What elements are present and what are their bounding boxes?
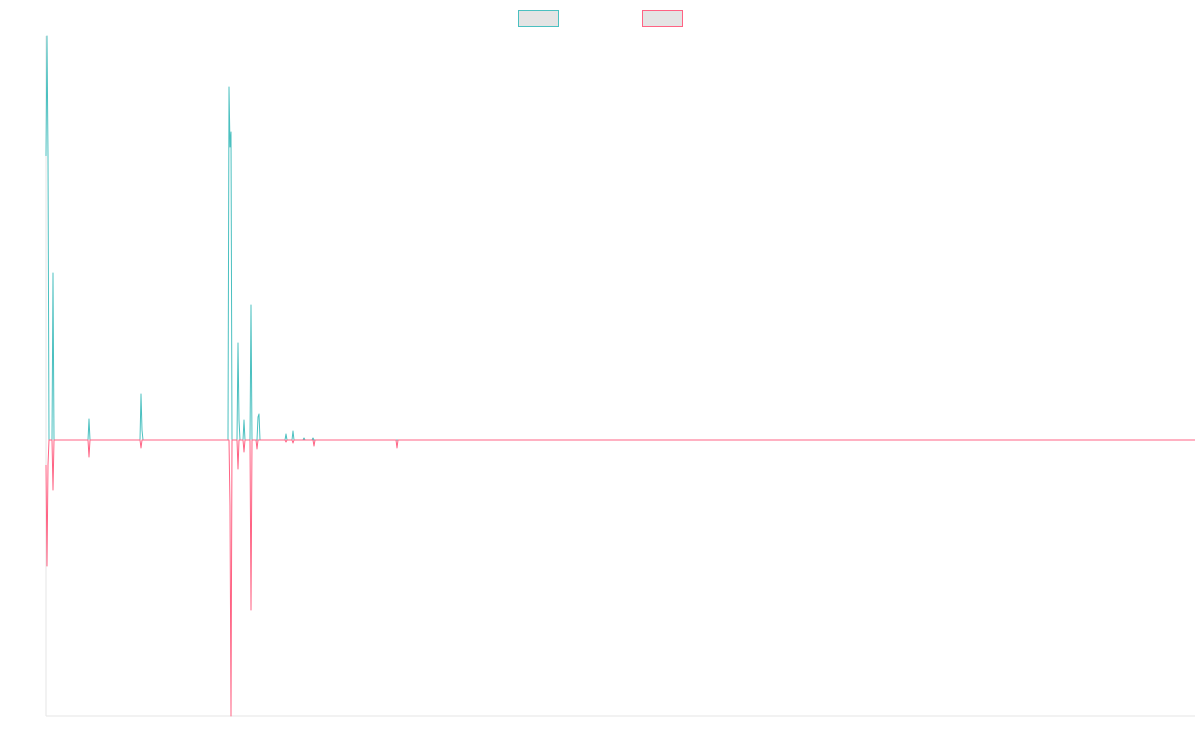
legend-swatch-1[interactable] (518, 10, 559, 27)
legend-swatch-2[interactable] (642, 10, 683, 27)
axes (45, 36, 1195, 717)
series-layer (45, 35, 1195, 717)
series-line-2 (45, 439, 1195, 717)
legend[interactable] (518, 10, 683, 27)
series-line-1 (45, 35, 1195, 441)
